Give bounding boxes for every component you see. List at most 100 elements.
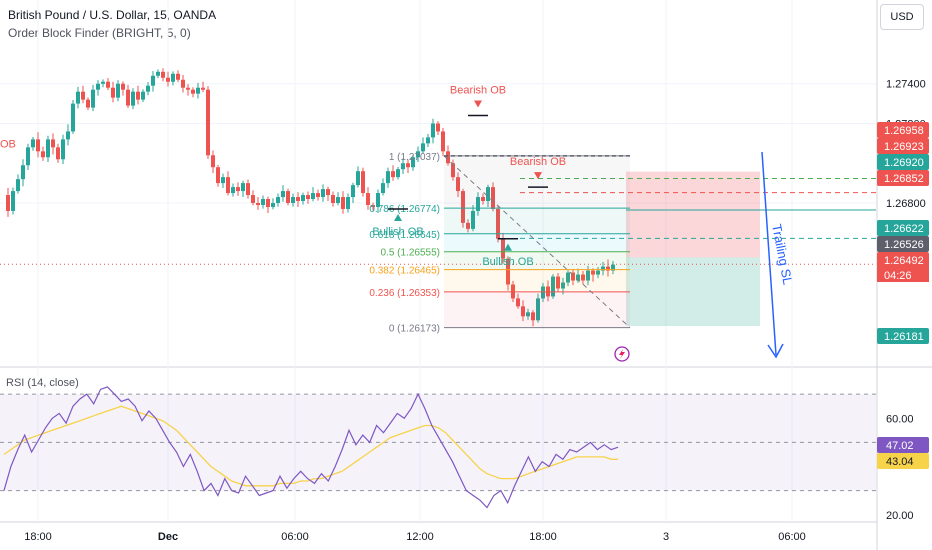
candle-body bbox=[36, 139, 40, 152]
candle-body bbox=[326, 189, 330, 196]
candle-body bbox=[481, 197, 485, 202]
candle-body bbox=[576, 274, 580, 281]
candle-body bbox=[111, 87, 115, 98]
candle-body bbox=[311, 193, 315, 200]
candle-body bbox=[321, 189, 325, 198]
candle-body bbox=[416, 151, 420, 158]
candle-body bbox=[331, 195, 335, 203]
bullish-ob-marker bbox=[504, 243, 512, 251]
candle-body bbox=[551, 276, 555, 297]
price-axis-label: 1.26852 bbox=[884, 173, 924, 185]
candle-body bbox=[286, 191, 290, 203]
candle-body bbox=[531, 312, 535, 321]
indicator-title: Order Block Finder (BRIGHT, 5, 0) bbox=[8, 26, 191, 40]
rsi-value-badge bbox=[877, 453, 929, 469]
candle-body bbox=[106, 81, 110, 88]
candle-body bbox=[116, 83, 120, 98]
currency-button[interactable]: USD bbox=[880, 4, 924, 30]
candle-body bbox=[96, 83, 100, 90]
candle-body bbox=[86, 99, 90, 108]
fib-level-label: 0 (1.26173) bbox=[389, 324, 440, 335]
candle-body bbox=[471, 210, 475, 229]
rsi-value-badge bbox=[877, 437, 929, 453]
candle-body bbox=[11, 191, 15, 211]
fib-zone bbox=[444, 208, 630, 234]
candle-body bbox=[566, 272, 570, 283]
rsi-value-label: 47.02 bbox=[886, 440, 914, 452]
candle-body bbox=[101, 81, 105, 84]
candle-body bbox=[176, 73, 180, 80]
candle-body bbox=[431, 123, 435, 138]
candle-body bbox=[206, 89, 210, 156]
candle-body bbox=[476, 197, 480, 211]
trailing-sl-arrow bbox=[761, 151, 777, 356]
price-axis-label: 1.26958 bbox=[884, 125, 924, 137]
candle-body bbox=[501, 238, 505, 259]
fib-level-label: 0.5 (1.26555) bbox=[381, 248, 441, 259]
candle-body bbox=[461, 191, 465, 223]
candle-body bbox=[351, 185, 355, 198]
fib-trend-line bbox=[443, 155, 631, 329]
edge-ob-label: OB bbox=[0, 138, 16, 150]
fib-zone bbox=[444, 155, 630, 209]
candle-body bbox=[276, 197, 280, 203]
price-axis-badge bbox=[877, 122, 929, 138]
candle-body bbox=[161, 71, 165, 78]
time-tick-label: 18:00 bbox=[24, 531, 52, 543]
candle-body bbox=[466, 222, 470, 229]
time-tick-label: 18:00 bbox=[529, 531, 557, 543]
candle-body bbox=[226, 177, 230, 194]
candle-body bbox=[31, 139, 35, 148]
candle-body bbox=[336, 197, 340, 203]
candle-body bbox=[51, 139, 55, 148]
candle-body bbox=[66, 131, 70, 140]
candle-body bbox=[296, 197, 300, 202]
bullish-ob-label: Bullish OB bbox=[372, 226, 423, 238]
fib-level-label: 0.618 (1.26645) bbox=[369, 230, 440, 241]
candle-body bbox=[536, 298, 540, 321]
candle-body bbox=[56, 147, 60, 160]
rsi-title: RSI (14, close) bbox=[6, 377, 79, 389]
candle-body bbox=[46, 139, 50, 158]
candle-body bbox=[356, 171, 360, 186]
candle-body bbox=[541, 286, 545, 299]
candle-body bbox=[201, 87, 205, 90]
bullish-ob-marker bbox=[394, 213, 402, 221]
candle-body bbox=[196, 87, 200, 94]
candle-body bbox=[361, 171, 365, 194]
candle-body bbox=[506, 258, 510, 285]
candle-body bbox=[401, 163, 405, 170]
candle-body bbox=[456, 177, 460, 192]
candle-body bbox=[151, 75, 155, 86]
price-axis-badge bbox=[877, 154, 929, 170]
fib-zone bbox=[444, 251, 630, 270]
candle-body bbox=[586, 270, 590, 281]
price-axis-badge bbox=[877, 328, 929, 344]
candle-body bbox=[16, 179, 20, 192]
candle-body bbox=[491, 187, 495, 209]
candle-body bbox=[131, 91, 135, 106]
candle-body bbox=[451, 163, 455, 178]
price-axis-label: 1.26492 bbox=[884, 255, 924, 267]
candle-body bbox=[76, 91, 80, 104]
price-axis-badge bbox=[877, 252, 929, 268]
candle-body bbox=[91, 89, 95, 108]
candle-body bbox=[606, 266, 610, 271]
candle-body bbox=[211, 155, 215, 168]
bearish-ob-marker bbox=[474, 100, 482, 108]
price-axis-label: 1.26920 bbox=[884, 157, 924, 169]
rsi-value-label: 43.04 bbox=[886, 456, 914, 468]
flash-icon bbox=[614, 346, 630, 362]
candle-body bbox=[261, 199, 265, 205]
fib-zone bbox=[444, 269, 630, 292]
candle-body bbox=[231, 187, 235, 194]
candle-body bbox=[561, 282, 565, 289]
candle-body bbox=[146, 85, 150, 92]
time-tick-label: 12:00 bbox=[406, 531, 434, 543]
fib-level-label: 1 (1.27037) bbox=[389, 152, 440, 163]
candle-body bbox=[81, 91, 85, 100]
candle-body bbox=[306, 195, 310, 200]
time-tick-label: Dec bbox=[158, 531, 178, 543]
